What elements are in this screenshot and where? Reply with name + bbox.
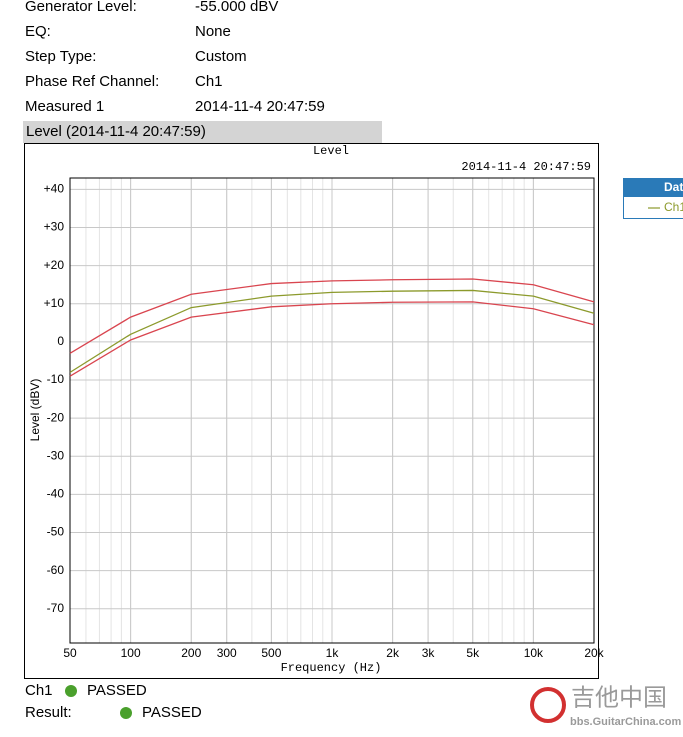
info-label: Generator Level: [25,0,137,15]
y-tick-label: -50 [47,525,65,539]
y-tick-label: 0 [57,334,64,348]
y-tick-label: -40 [47,487,65,501]
y-tick-label: +40 [44,182,65,196]
info-value: None [195,23,231,40]
legend: Data Ch1 [623,178,683,219]
section-header [23,121,382,143]
watermark-url: bbs.GuitarChina.com [570,716,681,728]
result: PASSED [142,704,202,721]
pass-icon [120,707,132,719]
info-label: EQ: [25,23,51,40]
info-value: Custom [195,48,247,65]
info-value: -55.000 dBV [195,0,278,15]
y-tick-label: -70 [47,601,65,615]
y-tick-label: -10 [47,372,65,386]
series-line [69,301,595,377]
channel-result: PASSED [87,682,147,699]
x-tick-label: 50 [63,646,77,660]
y-tick-label: +30 [44,220,65,234]
y-tick-label: -30 [47,448,65,462]
x-tick-label: 20k [584,646,604,660]
legend-label: Ch1 [664,200,683,214]
x-axis-label: Frequency (Hz) [281,661,382,675]
x-tick-label: 200 [181,646,201,660]
x-tick-label: 500 [261,646,281,660]
chart-subtitle: 2014-11-4 20:47:59 [461,160,591,174]
series-line [69,289,595,373]
info-value: Ch1 [195,73,223,90]
x-tick-label: 3k [422,646,436,660]
x-tick-label: 5k [466,646,480,660]
legend-title: Data [664,180,683,194]
section-title: Level (2014-11-4 20:47:59) [26,123,206,140]
x-tick-label: 300 [217,646,237,660]
watermark: 吉他中国 bbs.GuitarChina.com [530,684,681,728]
x-tick-label: 100 [121,646,141,660]
y-tick-label: -20 [47,410,65,424]
y-axis-label: Level (dBV) [28,379,42,442]
x-tick-label: 1k [326,646,340,660]
info-label: Step Type: [25,48,96,65]
watermark-title: 吉他中国 [571,684,667,711]
x-tick-label: 10k [524,646,544,660]
info-label: Measured 1 [25,98,104,115]
info-label: Phase Ref Channel: [25,73,159,90]
result-label: Result: [25,704,72,721]
x-tick-label: 2k [386,646,400,660]
pass-icon [65,685,77,697]
chart-title: Level [313,144,349,158]
y-tick-label: +20 [44,258,65,272]
plot-border [69,177,595,644]
y-tick-label: -60 [47,563,65,577]
info-value: 2014-11-4 20:47:59 [195,98,325,115]
channel: Ch1 [25,682,53,699]
y-tick-label: +10 [44,296,65,310]
series-line [69,278,595,354]
